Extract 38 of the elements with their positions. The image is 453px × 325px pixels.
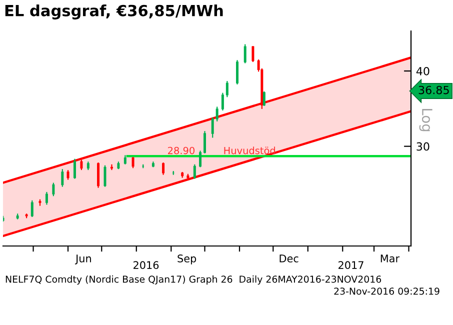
text: 2016 xyxy=(134,261,159,270)
candlestick xyxy=(132,156,134,169)
candlestick xyxy=(216,106,218,122)
candlestick xyxy=(73,158,76,180)
candlestick xyxy=(199,150,202,168)
text: Log xyxy=(419,108,432,132)
y-tick-label: 30 xyxy=(416,142,430,151)
x-tick-label: Mar xyxy=(380,254,400,262)
candlestick xyxy=(30,200,34,218)
candlestick xyxy=(236,60,239,85)
candlestick xyxy=(110,164,113,171)
text: NELF7Q Comdty (Nordic Base QJan17) Graph 26 Daily 26MAY2016-23NOV2016 xyxy=(6,275,382,285)
x-tick-label: Dec xyxy=(280,254,298,262)
candlestick xyxy=(124,154,126,165)
candlestick xyxy=(45,191,48,206)
candlestick xyxy=(52,182,55,197)
text: 2017 xyxy=(338,261,364,270)
candlestick xyxy=(252,45,254,63)
candlestick xyxy=(97,162,100,188)
candlestick xyxy=(66,169,70,180)
candlestick xyxy=(204,130,206,154)
candlestick xyxy=(221,92,224,112)
x-tick-label: Jun xyxy=(75,254,91,264)
candlestick xyxy=(226,80,228,98)
candlestick xyxy=(193,164,196,180)
candlestick xyxy=(162,162,165,176)
annotation: 28.90 xyxy=(168,146,194,154)
y-tick-label: 40 xyxy=(416,66,430,76)
candlestick xyxy=(80,159,83,171)
candlestick xyxy=(244,44,246,64)
text: 36.85 xyxy=(418,86,449,94)
candlestick xyxy=(262,90,266,106)
candlestick xyxy=(211,116,214,138)
annotation: Huvudstöd xyxy=(224,146,275,154)
chart-title: EL dagsgraf, €36,85/MWh xyxy=(5,4,223,20)
candlestick xyxy=(61,168,64,188)
text: 23-Nov-2016 09:25:19 xyxy=(334,288,440,295)
x-tick-label: Sep xyxy=(178,254,196,264)
